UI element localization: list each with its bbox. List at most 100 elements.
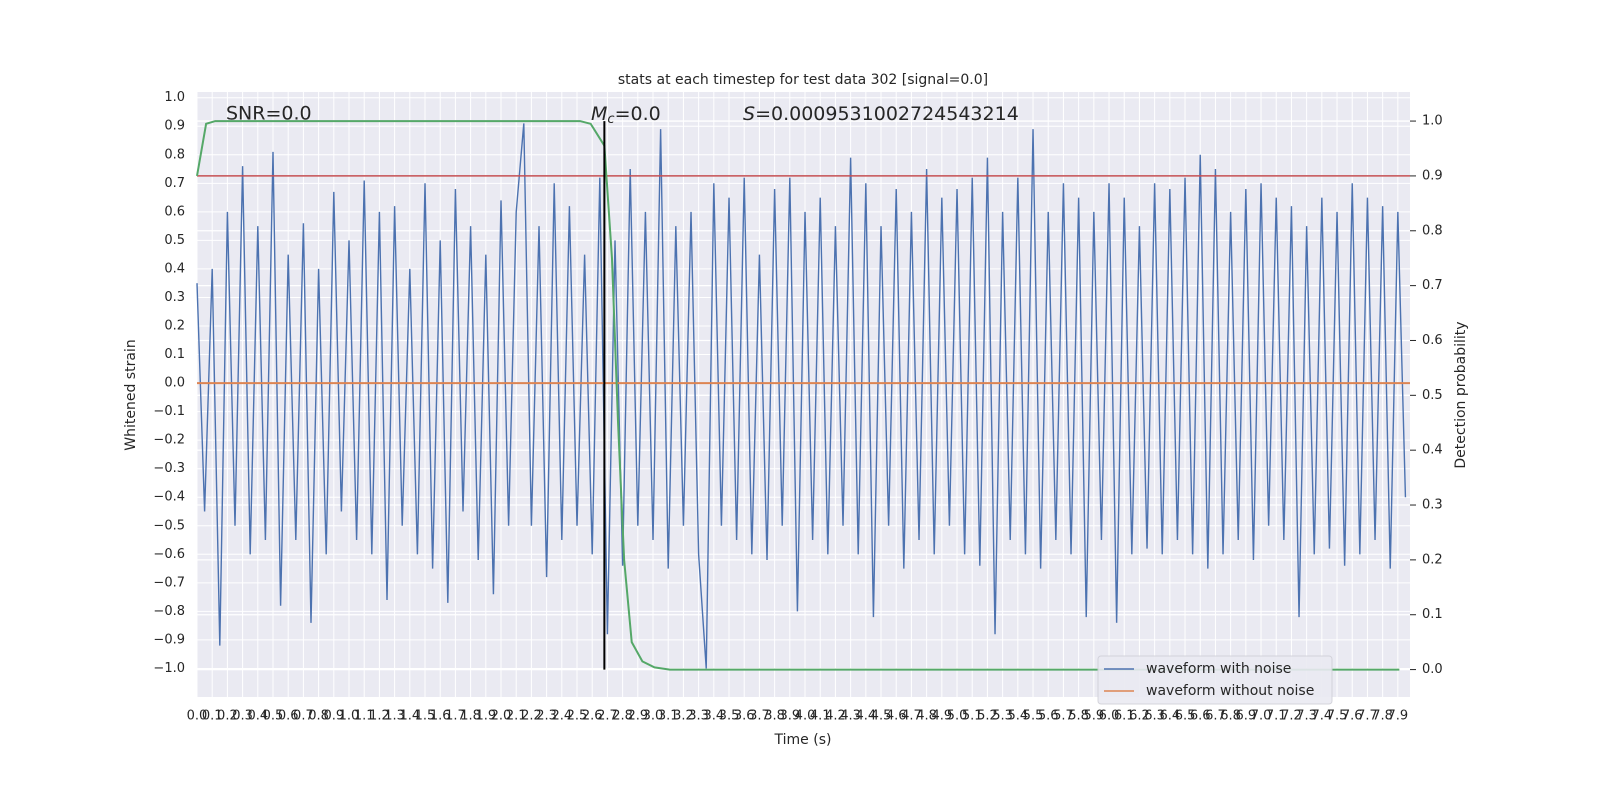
x-tick-label: 0.7 (293, 709, 314, 724)
x-tick-label: 1.6 (430, 709, 451, 724)
x-tick-label: 7.4 (1311, 709, 1332, 724)
y-tick-label: −0.6 (153, 547, 185, 562)
y-tick-label: 0.8 (164, 147, 185, 162)
x-tick-label: 1.3 (384, 709, 405, 724)
y-tick-label: 0.4 (164, 261, 185, 276)
y-tick-label: −0.7 (153, 575, 185, 590)
mc-text: =0.0 (615, 103, 661, 125)
probability-line (196, 120, 1400, 671)
x-tick-label: 3.3 (688, 709, 709, 724)
x-tick-label: 3.7 (749, 709, 770, 724)
y-tick-label: 1.0 (164, 90, 185, 105)
y2-tick-label: 0.7 (1422, 278, 1443, 293)
x-tick-label: 6.9 (1235, 709, 1256, 724)
x-tick-label: 2.0 (491, 709, 512, 724)
x-tick-label: 4.7 (901, 709, 922, 724)
x-tick-label: 0.1 (202, 709, 223, 724)
x-tick-label: 1.9 (475, 709, 496, 724)
chart-title: stats at each timestep for test data 302… (618, 72, 988, 88)
y2-axis-label: Detection probability (1453, 321, 1469, 468)
x-tick-label: 1.5 (415, 709, 436, 724)
x-tick-label: 2.9 (627, 709, 648, 724)
y-tick-label: 0.6 (164, 204, 185, 219)
x-tick-label: 5.5 (1023, 709, 1044, 724)
legend-label: waveform without noise (1146, 683, 1314, 699)
x-tick-label: 0.8 (308, 709, 329, 724)
x-tick-label: 6.3 (1144, 709, 1165, 724)
y2-tick-label: 0.1 (1422, 607, 1443, 622)
x-tick-label: 1.0 (339, 709, 360, 724)
y2-tick-label: 0.5 (1422, 388, 1443, 403)
x-tick-label: 3.5 (719, 709, 740, 724)
x-tick-label: 0.0 (187, 709, 208, 724)
x-tick-label: 4.8 (916, 709, 937, 724)
x-tick-label: 6.1 (1114, 709, 1135, 724)
x-tick-label: 2.7 (597, 709, 618, 724)
x-tick-label: 5.9 (1083, 709, 1104, 724)
s-symbol: S (743, 103, 755, 125)
x-tick-label: 2.6 (582, 709, 603, 724)
x-tick-label: 0.2 (217, 709, 238, 724)
x-tick-label: 6.2 (1129, 709, 1150, 724)
x-tick-label: 3.0 (643, 709, 664, 724)
y-tick-label: −0.1 (153, 404, 185, 419)
y-tick-label: 0.3 (164, 290, 185, 305)
x-tick-label: 5.4 (1007, 709, 1028, 724)
x-tick-label: 6.8 (1220, 709, 1241, 724)
x-tick-label: 4.9 (931, 709, 952, 724)
x-tick-label: 2.3 (536, 709, 557, 724)
y2-tick-label: 0.3 (1422, 498, 1443, 513)
x-tick-label: 0.5 (263, 709, 284, 724)
x-tick-label: 2.5 (567, 709, 588, 724)
x-tick-label: 6.5 (1175, 709, 1196, 724)
x-tick-label: 5.6 (1038, 709, 1059, 724)
y-tick-label: 0.9 (164, 119, 185, 134)
y-tick-label: 0.7 (164, 176, 185, 191)
x-tick-label: 6.6 (1190, 709, 1211, 724)
x-tick-label: 6.0 (1099, 709, 1120, 724)
x-tick-label: 5.3 (992, 709, 1013, 724)
y-tick-label: −0.5 (153, 518, 185, 533)
x-tick-label: 2.8 (612, 709, 633, 724)
x-tick-label: 3.1 (658, 709, 679, 724)
y2-tick-label: 0.0 (1422, 662, 1443, 677)
x-tick-label: 3.6 (734, 709, 755, 724)
x-tick-label: 5.0 (947, 709, 968, 724)
x-tick-label: 3.4 (703, 709, 724, 724)
y-tick-label: −0.8 (153, 604, 185, 619)
x-tick-label: 7.3 (1296, 709, 1317, 724)
x-tick-label: 1.8 (460, 709, 481, 724)
y-tick-label: −0.9 (153, 632, 185, 647)
x-tick-label: 1.2 (369, 709, 390, 724)
x-tick-label: 0.6 (278, 709, 299, 724)
y-tick-label: −0.2 (153, 433, 185, 448)
x-tick-label: 1.4 (399, 709, 420, 724)
x-tick-label: 7.5 (1327, 709, 1348, 724)
x-tick-label: 4.6 (886, 709, 907, 724)
y2-tick-label: 1.0 (1422, 114, 1443, 129)
x-tick-label: 3.9 (779, 709, 800, 724)
x-tick-label: 5.7 (1053, 709, 1074, 724)
mc-symbol: M (591, 103, 607, 125)
y-tick-label: −1.0 (153, 661, 185, 676)
s-annotation: S=0.0009531002724543214 (743, 103, 1019, 125)
x-tick-label: 7.1 (1266, 709, 1287, 724)
x-tick-label: 0.3 (232, 709, 253, 724)
y-axis-label: Whitened strain (123, 339, 139, 450)
y-tick-label: 0.0 (164, 376, 185, 391)
x-tick-label: 4.2 (825, 709, 846, 724)
x-tick-label: 4.5 (871, 709, 892, 724)
x-tick-label: 2.4 (551, 709, 572, 724)
x-tick-label: 0.9 (323, 709, 344, 724)
x-tick-label: 1.7 (445, 709, 466, 724)
x-tick-label: 4.4 (855, 709, 876, 724)
mc-subscript: c (607, 112, 614, 127)
x-tick-label: 2.1 (506, 709, 527, 724)
x-tick-label: 4.3 (840, 709, 861, 724)
x-tick-label: 4.1 (810, 709, 831, 724)
legend-box (1097, 655, 1333, 705)
x-tick-label: 6.7 (1205, 709, 1226, 724)
x-tick-label: 0.4 (247, 709, 268, 724)
x-tick-label: 7.9 (1387, 709, 1408, 724)
